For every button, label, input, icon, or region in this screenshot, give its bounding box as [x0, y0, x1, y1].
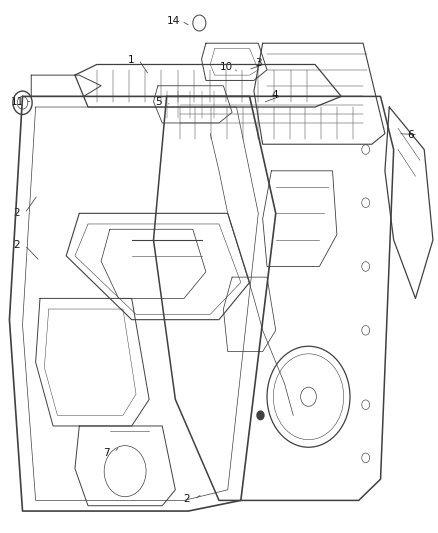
Text: 2: 2 — [14, 208, 20, 219]
Text: 2: 2 — [183, 494, 190, 504]
Text: 14: 14 — [167, 16, 180, 26]
Circle shape — [257, 411, 264, 419]
Text: 1: 1 — [127, 55, 134, 64]
Text: 6: 6 — [407, 130, 413, 140]
Text: 3: 3 — [255, 59, 261, 68]
Text: 7: 7 — [103, 448, 110, 457]
Text: 4: 4 — [272, 90, 278, 100]
Text: 11: 11 — [11, 96, 24, 107]
Text: 10: 10 — [220, 62, 233, 72]
Text: 5: 5 — [155, 96, 162, 107]
Text: 2: 2 — [14, 240, 20, 250]
